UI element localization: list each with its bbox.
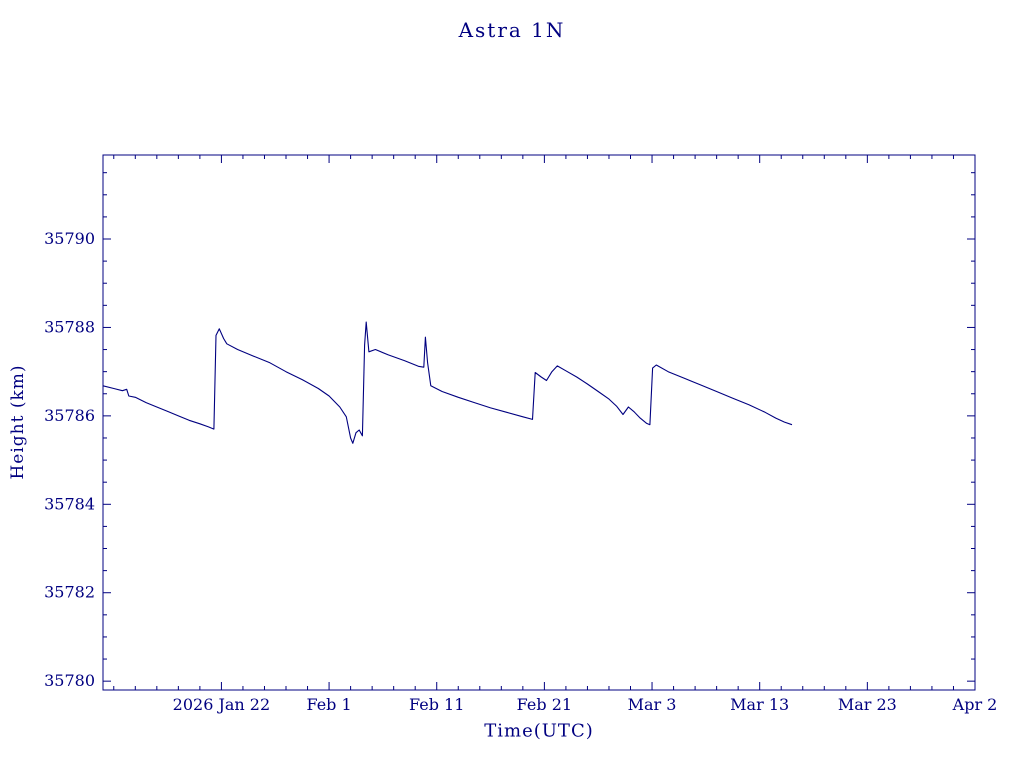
x-tick-label: Mar 13 (730, 695, 789, 714)
y-tick-label: 35782 (44, 583, 95, 602)
y-tick-label: 35784 (44, 494, 95, 513)
y-tick-label: 35786 (44, 406, 95, 425)
x-tick-label: Feb 1 (306, 695, 351, 714)
x-tick-label: Feb 11 (409, 695, 464, 714)
chart-title: Astra 1N (458, 18, 566, 42)
series-line-height-km (102, 321, 793, 444)
x-axis-label: Time(UTC) (484, 720, 594, 742)
y-tick-label: 35788 (44, 317, 95, 336)
y-tick-label: 35780 (44, 671, 95, 690)
x-tick-label: Feb 21 (517, 695, 572, 714)
x-tick-label: 2026 Jan 22 (173, 695, 271, 714)
x-tick-label: Mar 23 (838, 695, 897, 714)
x-tick-label: Mar 3 (628, 695, 677, 714)
y-tick-label: 35790 (44, 229, 95, 248)
plot-frame (102, 154, 976, 691)
x-tick-label: Apr 2 (952, 695, 998, 714)
